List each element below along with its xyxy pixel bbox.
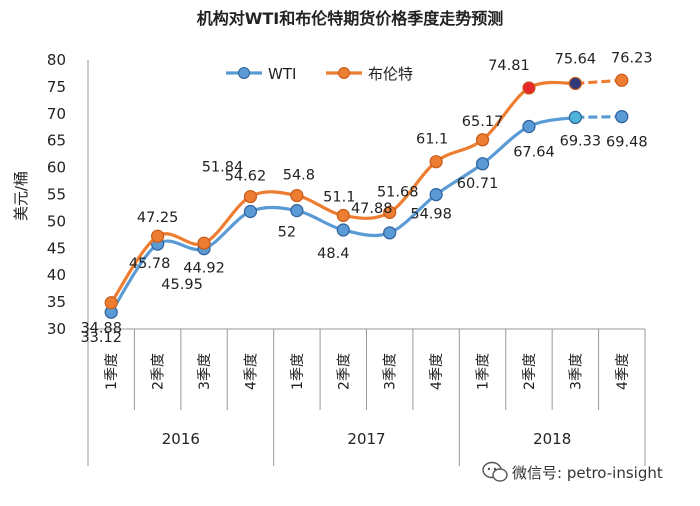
y-tick-label: 35 <box>47 293 66 311</box>
y-tick-label: 40 <box>47 266 66 284</box>
data-label: 76.23 <box>611 50 653 66</box>
data-point <box>522 119 536 134</box>
year-label: 2017 <box>347 430 385 448</box>
data-point <box>336 208 350 223</box>
data-point <box>336 223 350 237</box>
x-tick-label: 2季度 <box>151 353 167 390</box>
series-line-forecast <box>575 78 622 86</box>
data-point <box>197 236 211 250</box>
data-label: 45.95 <box>161 277 203 293</box>
x-tick-label: 1季度 <box>290 353 306 390</box>
data-point <box>568 110 582 125</box>
data-label: 33.12 <box>80 330 122 346</box>
data-label: 51.1 <box>323 189 355 205</box>
x-tick-label: 3季度 <box>383 353 399 390</box>
data-label: 60.71 <box>457 176 499 192</box>
year-label: 2016 <box>162 430 200 448</box>
data-label: 69.33 <box>560 133 602 149</box>
data-point <box>383 205 397 219</box>
year-label: 2018 <box>533 430 571 448</box>
x-tick-label: 4季度 <box>615 353 631 390</box>
y-tick-label: 55 <box>47 186 66 204</box>
series-line-forecast <box>575 114 622 120</box>
x-tick-label: 4季度 <box>429 353 445 390</box>
data-label: 52 <box>278 225 296 241</box>
category-axis: 1季度 2季度 3季度 4季度 1季度 2季度 3季度 4季度 1季度 2季度 3季度 4季度 2016… <box>87 329 646 466</box>
y-tick-label: 65 <box>47 132 66 150</box>
data-point <box>475 133 490 147</box>
wechat-icon <box>482 461 508 482</box>
legend-swatch-marker <box>338 67 350 79</box>
data-label: 69.48 <box>606 135 648 151</box>
data-label: 34.88 <box>80 321 122 337</box>
data-label: 47.25 <box>137 210 179 226</box>
data-label: 74.81 <box>488 58 530 74</box>
data-point <box>290 204 304 218</box>
data-point <box>522 81 536 95</box>
legend-label: 布伦特 <box>368 65 413 83</box>
watermark-text: 微信号: petro-insight <box>512 464 663 482</box>
legend: WTI 布伦特 <box>226 65 413 83</box>
legend-swatch-marker <box>238 67 250 79</box>
data-point <box>383 226 397 240</box>
data-point <box>151 229 165 243</box>
data-label: 54.62 <box>225 169 267 185</box>
chart-title: 机构对WTI和布伦特期货价格季度走势预测 <box>197 9 504 28</box>
y-tick-label: 45 <box>47 239 66 257</box>
y-tick-label: 50 <box>47 212 66 230</box>
y-axis-label: 美元/桶 <box>12 171 30 221</box>
data-point <box>475 157 490 171</box>
legend-label: WTI <box>268 65 296 83</box>
data-point <box>290 188 304 203</box>
data-label: 45.78 <box>129 256 171 272</box>
x-tick-label: 2季度 <box>336 353 352 390</box>
x-tick-label: 1季度 <box>476 353 492 390</box>
series-brent <box>104 73 629 310</box>
y-tick-label: 75 <box>47 78 66 96</box>
series-wti <box>104 109 629 319</box>
series-lines <box>104 73 629 319</box>
legend-item: WTI <box>226 65 296 83</box>
data-label: 61.1 <box>416 132 448 148</box>
data-label: 65.17 <box>462 114 504 130</box>
y-tick-label: 30 <box>47 320 66 338</box>
y-axis-ticks: 30 35 40 45 50 55 60 65 70 75 80 <box>47 51 66 338</box>
x-tick-label: 3季度 <box>197 353 213 390</box>
data-label: 47.88 <box>351 201 393 217</box>
data-point <box>243 204 258 219</box>
data-labels: 33.12 45.78 44.92 51.84 52 48.4 47.88 54.98 60.7… <box>80 50 652 346</box>
data-label: 67.64 <box>513 144 555 160</box>
data-point <box>568 76 582 91</box>
data-point <box>615 73 629 87</box>
data-label: 75.64 <box>555 51 597 67</box>
data-label: 51.84 <box>202 160 244 176</box>
y-tick-label: 60 <box>47 159 66 177</box>
legend-item: 布伦特 <box>326 65 413 83</box>
x-tick-label: 2季度 <box>522 353 538 390</box>
data-point <box>615 109 629 124</box>
data-point <box>429 188 443 202</box>
data-label: 44.92 <box>183 261 225 277</box>
data-label: 48.4 <box>317 246 349 262</box>
x-tick-label: 4季度 <box>243 353 259 390</box>
x-tick-label: 3季度 <box>568 353 584 390</box>
y-tick-label: 70 <box>47 105 66 123</box>
data-label: 51.68 <box>377 184 419 200</box>
watermark: 微信号: petro-insight <box>482 461 663 482</box>
data-label: 54.98 <box>410 207 452 223</box>
data-point <box>243 189 258 204</box>
y-tick-label: 80 <box>47 51 66 69</box>
x-tick-label: 1季度 <box>104 353 120 390</box>
data-label: 54.8 <box>283 168 315 184</box>
data-point <box>429 155 443 169</box>
data-point <box>104 296 118 310</box>
